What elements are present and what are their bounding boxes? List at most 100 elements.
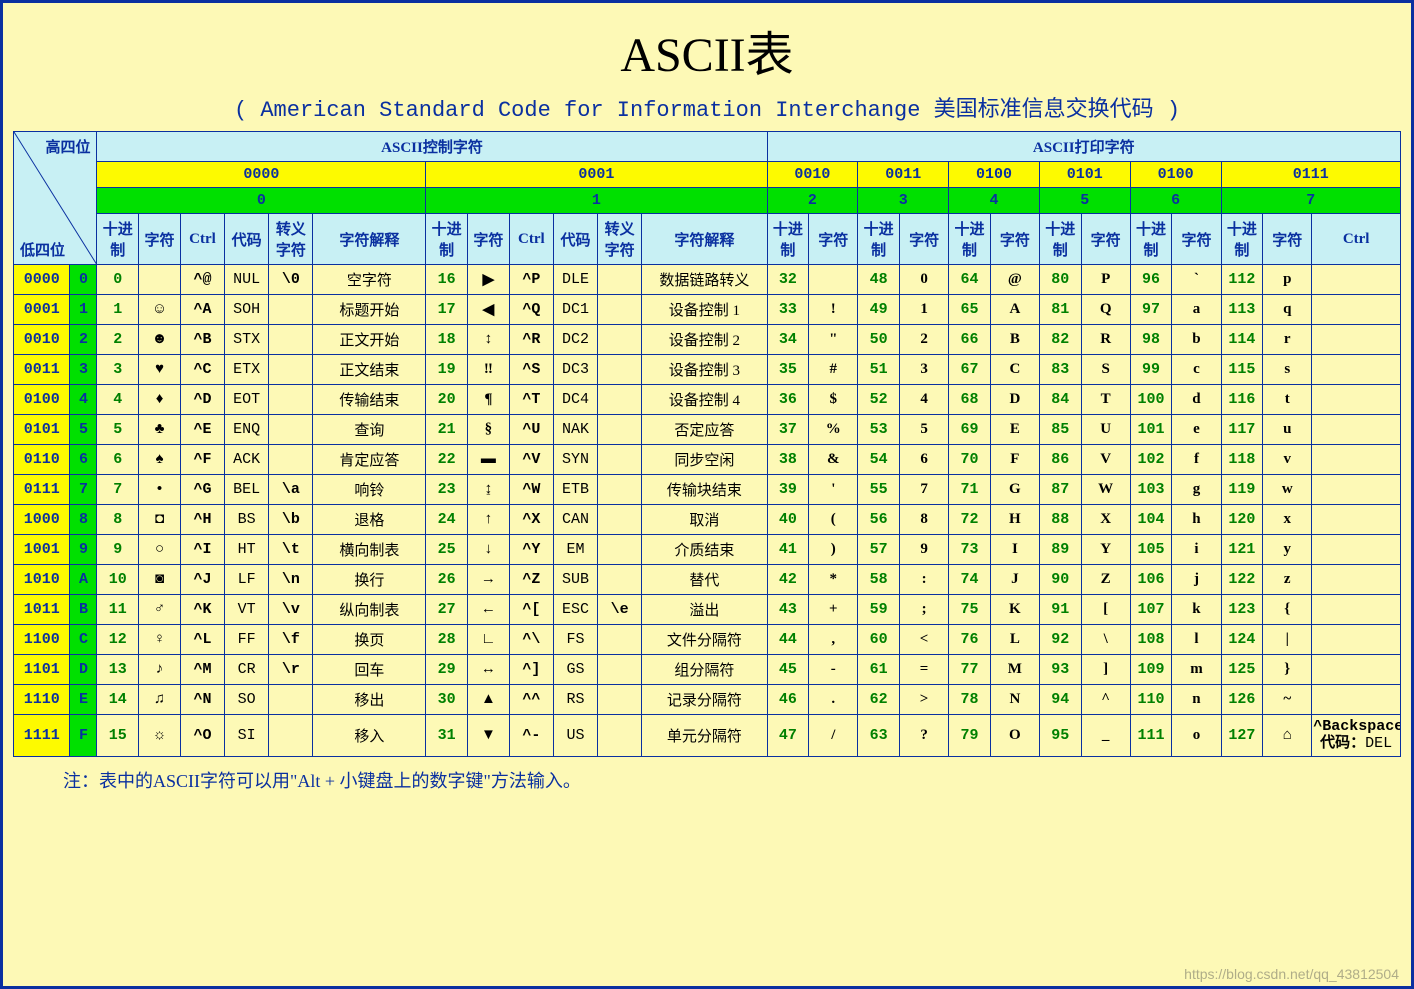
cell-dec: 42 [767, 565, 809, 595]
cell-dec: 120 [1221, 505, 1263, 535]
cell-char: Q [1081, 295, 1130, 325]
cell-char: 4 [900, 385, 949, 415]
colh-char: 字符 [1172, 214, 1221, 265]
cell-dec: 89 [1039, 535, 1081, 565]
cell-char: ◀ [468, 295, 510, 325]
cell-char: $ [809, 385, 858, 415]
cell-esc [269, 355, 313, 385]
cell-char: k [1172, 595, 1221, 625]
cell-dec: 56 [858, 505, 900, 535]
cell-ctrl-del: ^Backspace代码：DEL [1312, 715, 1401, 757]
cell-dec: 5 [97, 415, 139, 445]
cell-ctrl [1312, 565, 1401, 595]
cell-dec: 100 [1130, 385, 1172, 415]
row-hex: 9 [70, 535, 97, 565]
cell-dec: 9 [97, 535, 139, 565]
cell-char: : [900, 565, 949, 595]
table-row: 001022☻^BSTX正文开始18↕^RDC2设备控制 234"50266B8… [14, 325, 1401, 355]
hexhi-3: 3 [858, 188, 949, 214]
cell-desc: 同步空闲 [642, 445, 767, 475]
cell-code: BEL [225, 475, 269, 505]
cell-char: s [1263, 355, 1312, 385]
cell-dec: 64 [949, 265, 991, 295]
hexhi-2: 2 [767, 188, 858, 214]
cell-esc: \v [269, 595, 313, 625]
cell-code: RS [553, 685, 597, 715]
cell-esc [598, 325, 642, 355]
cell-code: DC3 [553, 355, 597, 385]
cell-code: LF [225, 565, 269, 595]
cell-ctrl [1312, 385, 1401, 415]
cell-char: b [1172, 325, 1221, 355]
cell-char: A [990, 295, 1039, 325]
cell-char: ↨ [468, 475, 510, 505]
cell-dec: 16 [426, 265, 468, 295]
cell-desc: 换页 [313, 625, 426, 655]
cell-code: SOH [225, 295, 269, 325]
watermark: https://blog.csdn.net/qq_43812504 [1184, 966, 1399, 982]
colh-char: 字符 [990, 214, 1039, 265]
cell-code: ETX [225, 355, 269, 385]
cell-char: f [1172, 445, 1221, 475]
cell-char: Z [1081, 565, 1130, 595]
cell-dec: 18 [426, 325, 468, 355]
cell-dec: 47 [767, 715, 809, 757]
cell-code: NAK [553, 415, 597, 445]
colh-dec: 十进制 [949, 214, 991, 265]
cell-dec: 65 [949, 295, 991, 325]
cell-code: SO [225, 685, 269, 715]
cell-char: ^ [1081, 685, 1130, 715]
cell-dec: 119 [1221, 475, 1263, 505]
cell-ctrl: ^N [180, 685, 224, 715]
cell-dec: 88 [1039, 505, 1081, 535]
cell-ctrl [1312, 475, 1401, 505]
cell-ctrl: ^[ [509, 595, 553, 625]
row-bin: 0010 [14, 325, 70, 355]
cell-esc [598, 535, 642, 565]
cell-dec: 105 [1130, 535, 1172, 565]
binhi-6: 0100 [1130, 162, 1221, 188]
cell-code: SUB [553, 565, 597, 595]
cell-ctrl: ^L [180, 625, 224, 655]
cell-dec: 111 [1130, 715, 1172, 757]
cell-char: ♥ [139, 355, 181, 385]
cell-char: u [1263, 415, 1312, 445]
cell-ctrl: ^F [180, 445, 224, 475]
ascii-table-page: ASCII表 ( American Standard Code for Info… [0, 0, 1414, 989]
table-row: 000111☺^ASOH标题开始17◀^QDC1设备控制 133!49165A8… [14, 295, 1401, 325]
cell-char: 2 [900, 325, 949, 355]
row-hex: C [70, 625, 97, 655]
cell-dec: 125 [1221, 655, 1263, 685]
row-bin: 0110 [14, 445, 70, 475]
cell-ctrl [1312, 625, 1401, 655]
row-bin: 1000 [14, 505, 70, 535]
row-bin: 1010 [14, 565, 70, 595]
colh-ctrl: Ctrl [180, 214, 224, 265]
ascii-table: 高四位 低四位 ASCII控制字符 ASCII打印字符 0000 0001 00… [13, 131, 1401, 757]
cell-code: FF [225, 625, 269, 655]
colh-ctrl: Ctrl [509, 214, 553, 265]
cell-desc: 移出 [313, 685, 426, 715]
cell-dec: 44 [767, 625, 809, 655]
cell-ctrl: ^B [180, 325, 224, 355]
cell-ctrl: ^@ [180, 265, 224, 295]
cell-dec: 94 [1039, 685, 1081, 715]
cell-dec: 92 [1039, 625, 1081, 655]
row-bin: 0001 [14, 295, 70, 325]
cell-desc: 单元分隔符 [642, 715, 767, 757]
cell-dec: 58 [858, 565, 900, 595]
cell-desc: 响铃 [313, 475, 426, 505]
cell-code: HT [225, 535, 269, 565]
cell-char: _ [1081, 715, 1130, 757]
cell-esc: \0 [269, 265, 313, 295]
cell-dec: 87 [1039, 475, 1081, 505]
cell-esc [598, 625, 642, 655]
cell-char: ' [809, 475, 858, 505]
cell-esc [598, 265, 642, 295]
cell-dec: 79 [949, 715, 991, 757]
cell-char: ↓ [468, 535, 510, 565]
cell-dec: 8 [97, 505, 139, 535]
hexhi-5: 5 [1039, 188, 1130, 214]
row-hex: A [70, 565, 97, 595]
cell-desc: 溢出 [642, 595, 767, 625]
